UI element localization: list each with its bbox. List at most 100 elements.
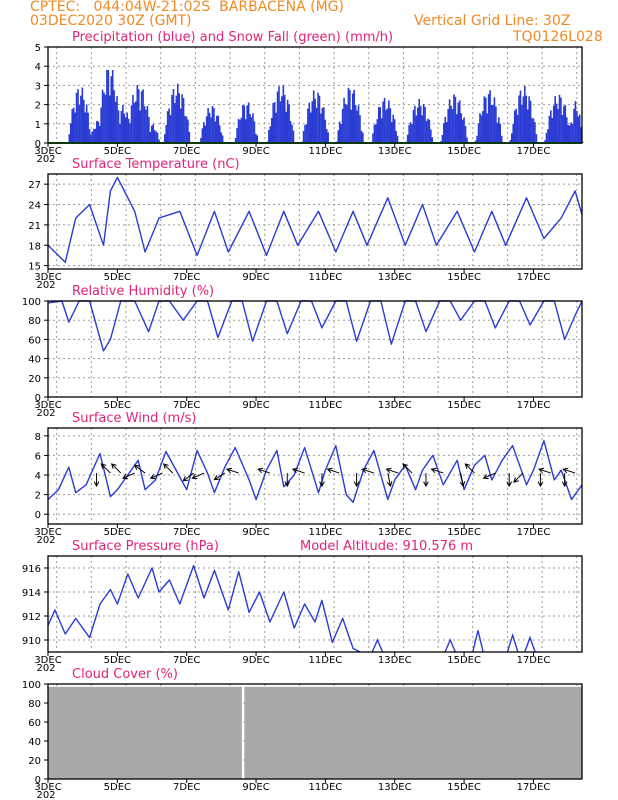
pressure-dip (371, 638, 384, 653)
precip-bar (273, 102, 276, 143)
precip-bar (493, 97, 496, 143)
cloud-xtick-label: 9DEC (242, 782, 269, 793)
precip-bar (547, 129, 549, 143)
wind-arrowhead (464, 463, 471, 469)
precip-bar (214, 121, 217, 143)
precip-bar (69, 123, 72, 143)
precip-bar (388, 100, 390, 143)
precip-ytick-label: 2 (35, 101, 41, 112)
pres-frame (47, 555, 583, 653)
precip-bar (181, 94, 183, 143)
precip-bar (320, 113, 322, 143)
precip-bar (247, 102, 250, 143)
precip-bar (422, 103, 425, 143)
precip-bar (461, 119, 464, 143)
precip-bar (272, 103, 275, 143)
wind-arrow (122, 472, 135, 479)
precip-bar (103, 92, 105, 143)
cloud-area (48, 686, 242, 779)
precip-bar (221, 135, 224, 143)
rh-xtick-label: 11DEC (309, 400, 343, 411)
precip-bar (155, 131, 157, 143)
precip-bar (544, 140, 546, 143)
precip-bar (396, 135, 399, 143)
precip-bar (350, 109, 353, 143)
precip-bar (441, 134, 444, 143)
precip-bar (281, 96, 283, 143)
precip-bar (430, 129, 432, 143)
cloud-frame (47, 683, 583, 780)
precip-title: Precipitation (blue) and Snow Fall (gree… (72, 30, 394, 45)
wind-arrowhead (430, 467, 437, 474)
wind-arrowhead (110, 463, 117, 469)
precip-bar (323, 107, 325, 143)
wind-arrow (563, 468, 576, 474)
precip-bar (324, 119, 327, 143)
temp-year-label: 202 (36, 280, 55, 291)
wind-arrowhead (213, 474, 220, 481)
precip-bar (81, 87, 84, 143)
precip-bar (78, 105, 81, 143)
precip-bar (317, 92, 319, 143)
precip-bar (480, 115, 483, 143)
precip-bar (578, 114, 581, 143)
precip-bar (252, 113, 254, 143)
pressure-dip (524, 635, 536, 653)
pres-series-line (47, 564, 361, 653)
precip-bar (240, 117, 243, 143)
precip-bar (142, 89, 144, 143)
rh-year-label: 202 (36, 408, 55, 419)
temp-ytick-label: 27 (28, 180, 41, 191)
precip-bar (382, 101, 384, 143)
pres-year-label: 202 (36, 663, 55, 674)
precip-bar (124, 117, 127, 143)
precip-bar (97, 121, 100, 143)
pressure-dip (472, 630, 484, 653)
wind-arrow (431, 468, 444, 474)
wind-arrowhead (133, 464, 140, 471)
precip-bar (389, 108, 392, 143)
precip-bar (218, 125, 221, 143)
rh-ytick-label: 0 (35, 393, 41, 404)
precip-bar (479, 113, 481, 143)
precip-bar (412, 109, 415, 143)
precip-bar (91, 131, 94, 143)
precip-bar (137, 89, 140, 143)
temp-xtick-label: 3DEC (34, 272, 61, 283)
precip-bar (156, 132, 159, 143)
precip-bar (456, 114, 458, 143)
wind-arrow (362, 468, 375, 474)
pres-xtick-label: 17DEC (517, 655, 551, 666)
precip-bar (239, 119, 241, 143)
wind-ytick-label: 6 (35, 451, 41, 462)
precip-bar (205, 116, 208, 143)
precip-bar (275, 112, 277, 143)
precip-ytick-label: 3 (35, 81, 41, 92)
rh-xtick-label: 7DEC (173, 400, 200, 411)
precip-xtick-label: 7DEC (173, 146, 200, 157)
precip-bar (497, 117, 500, 143)
precip-xtick-label: 13DEC (378, 146, 412, 157)
precip-bar (129, 123, 131, 143)
pres-ytick-label: 910 (22, 636, 41, 647)
cloud-xtick-label: 7DEC (173, 782, 200, 793)
precip-bar (143, 106, 146, 143)
rh-series-line (47, 300, 583, 352)
wind-arrow (163, 463, 174, 474)
precip-bar (163, 134, 166, 143)
wind-arrowhead (182, 476, 189, 482)
precip-bar (386, 108, 389, 143)
precip-bar (185, 116, 188, 143)
precip-bar (169, 115, 172, 143)
precip-bar (555, 103, 558, 143)
precip-bar (318, 95, 321, 143)
precip-bar (153, 130, 156, 143)
precip-bar (123, 113, 126, 143)
precip-bar (201, 128, 204, 143)
wind-arrowhead (100, 463, 107, 469)
precip-xtick-label: 17DEC (517, 146, 551, 157)
precip-bar (244, 119, 247, 143)
pressure-dip (506, 632, 519, 653)
precip-bar (307, 108, 309, 143)
precip-bar (84, 112, 87, 143)
